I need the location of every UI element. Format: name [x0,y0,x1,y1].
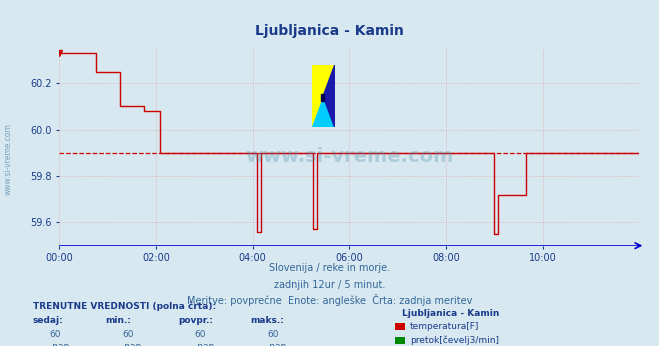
Polygon shape [312,65,335,127]
Text: -nan: -nan [194,342,215,346]
Bar [322,94,324,101]
Text: TRENUTNE VREDNOSTI (polna črta):: TRENUTNE VREDNOSTI (polna črta): [33,301,216,311]
Text: 60: 60 [267,330,278,339]
Text: www.si-vreme.com: www.si-vreme.com [245,147,453,166]
Text: 60: 60 [194,330,206,339]
Text: zadnjih 12ur / 5 minut.: zadnjih 12ur / 5 minut. [273,280,386,290]
Polygon shape [312,65,335,127]
Text: 60: 60 [49,330,61,339]
Text: sedaj:: sedaj: [33,316,64,325]
Text: min.:: min.: [105,316,131,325]
Text: temperatura[F]: temperatura[F] [410,322,479,331]
Text: povpr.:: povpr.: [178,316,213,325]
Text: Slovenija / reke in morje.: Slovenija / reke in morje. [269,263,390,273]
Text: -nan: -nan [267,342,287,346]
Text: www.si-vreme.com: www.si-vreme.com [4,123,13,195]
Polygon shape [323,65,335,127]
Text: Meritve: povprečne  Enote: angleške  Črta: zadnja meritev: Meritve: povprečne Enote: angleške Črta:… [186,294,473,306]
Text: -nan: -nan [122,342,142,346]
Text: Ljubljanica - Kamin: Ljubljanica - Kamin [402,309,500,318]
Text: maks.:: maks.: [250,316,284,325]
Text: 60: 60 [122,330,133,339]
Text: pretok[čevelj3/min]: pretok[čevelj3/min] [410,336,499,345]
Text: -nan: -nan [49,342,70,346]
Text: Ljubljanica - Kamin: Ljubljanica - Kamin [255,24,404,38]
